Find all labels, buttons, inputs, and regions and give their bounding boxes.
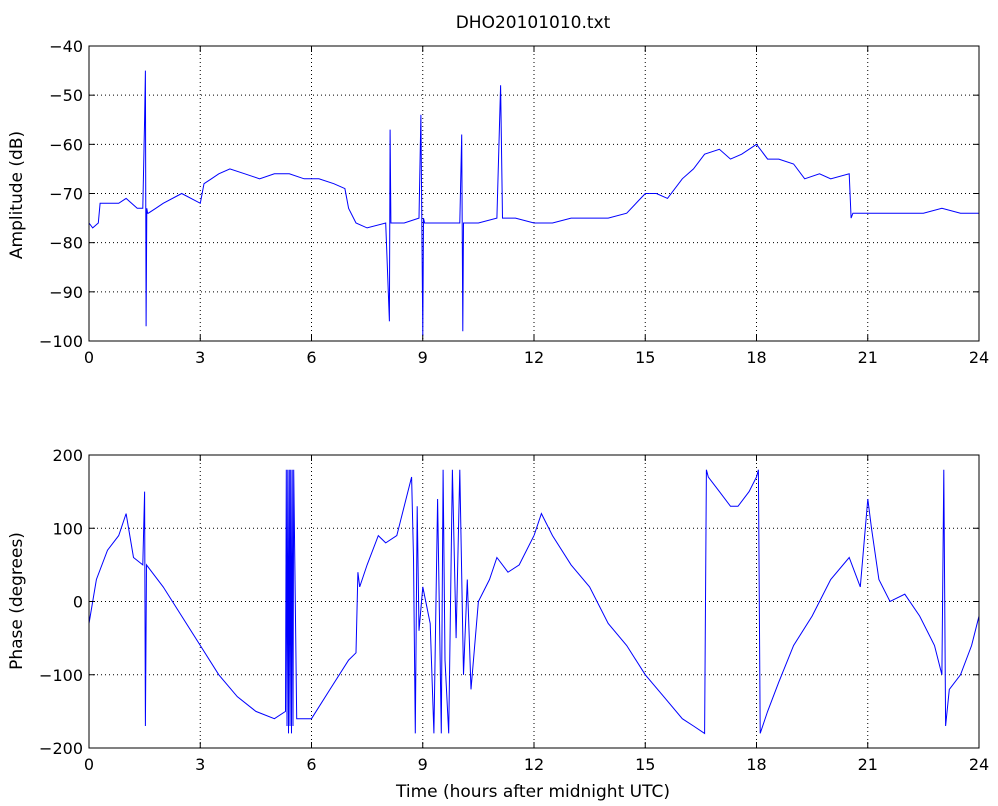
x-tick-label-1: 3	[195, 755, 205, 774]
amplitude-panel: 0 3 6 9 12 15 18 21 24 −40 −50 −60 −70 −80 −90 −100	[39, 37, 989, 367]
y-tick-label-3: −100	[39, 666, 83, 685]
y-tick-label-2: −60	[49, 135, 83, 154]
x-tick-label-6: 18	[746, 348, 766, 367]
series-line-0	[88, 70, 979, 337]
x-tick-label-3: 9	[418, 348, 428, 367]
y-tick-label-1: −50	[49, 86, 83, 105]
x-tick-label-8: 24	[969, 348, 989, 367]
x-tick-label-4: 12	[524, 348, 544, 367]
x-tick-label-2: 6	[306, 348, 316, 367]
x-tick-label-4: 12	[524, 755, 544, 774]
x-tick-label-0: 0	[84, 348, 94, 367]
x-tick-label-1: 3	[195, 348, 205, 367]
y-tick-label-3: −70	[49, 185, 83, 204]
series-line-0	[88, 469, 980, 735]
y-tick-label-1: 100	[52, 519, 83, 538]
x-tick-label-8: 24	[969, 755, 989, 774]
bottom-x-axis-label: Time (hours after midnight UTC)	[395, 782, 670, 802]
y-tick-label-5: −90	[49, 283, 83, 302]
x-tick-label-2: 6	[306, 755, 316, 774]
bottom-y-axis-label: Phase (degrees)	[7, 532, 27, 670]
x-tick-label-0: 0	[84, 755, 94, 774]
top-chart-title: DHO20101010.txt	[456, 13, 611, 33]
y-tick-label-0: 200	[52, 446, 83, 465]
x-tick-label-7: 21	[858, 755, 878, 774]
x-tick-label-6: 18	[746, 755, 766, 774]
phase-panel: 0 3 6 9 12 15 18 21 24 200 100 0 −100 −200	[39, 446, 989, 774]
x-tick-label-3: 9	[418, 755, 428, 774]
y-tick-label-6: −100	[39, 332, 83, 351]
x-tick-label-5: 15	[635, 348, 655, 367]
y-tick-label-4: −80	[49, 234, 83, 253]
y-tick-label-0: −40	[49, 37, 83, 56]
x-tick-label-5: 15	[635, 755, 655, 774]
x-tick-label-7: 21	[858, 348, 878, 367]
y-tick-label-4: −200	[39, 739, 83, 758]
y-tick-label-2: 0	[73, 593, 83, 612]
top-y-axis-label: Amplitude (dB)	[7, 131, 27, 259]
